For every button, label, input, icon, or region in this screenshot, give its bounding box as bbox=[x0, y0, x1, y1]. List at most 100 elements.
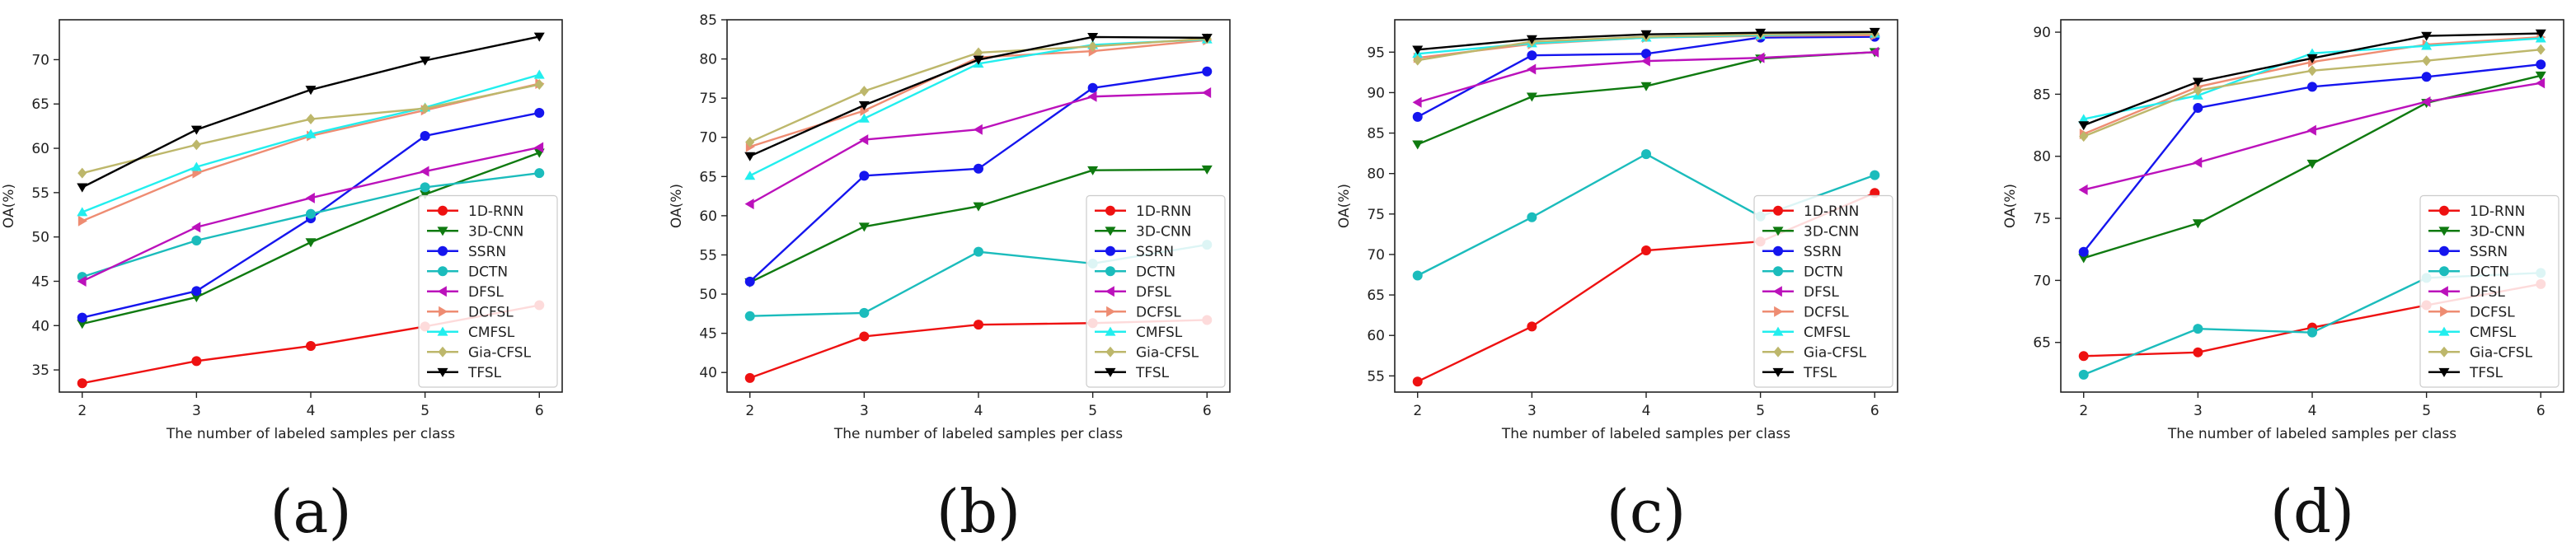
legend-marker bbox=[1105, 245, 1115, 256]
y-tick-label: 60 bbox=[1367, 328, 1385, 344]
data-point bbox=[1087, 166, 1099, 175]
y-tick-label: 55 bbox=[1367, 368, 1385, 385]
data-point bbox=[973, 124, 983, 135]
x-tick-label: 3 bbox=[860, 403, 869, 419]
data-point bbox=[1087, 91, 1097, 102]
data-point bbox=[2078, 369, 2089, 380]
x-tick-label: 3 bbox=[1527, 403, 1537, 419]
x-tick-label: 6 bbox=[2536, 403, 2546, 419]
y-tick-label: 70 bbox=[1367, 247, 1385, 264]
legend-marker bbox=[438, 245, 448, 256]
data-point bbox=[973, 55, 984, 65]
legend-item-dcfsl: DCFSL bbox=[2428, 304, 2515, 320]
legend-marker bbox=[1105, 367, 1116, 377]
legend-marker bbox=[438, 266, 448, 277]
data-point bbox=[1755, 52, 1765, 63]
data-point bbox=[1202, 66, 1213, 77]
y-axis-label: OA(%) bbox=[1336, 184, 1353, 228]
legend-marker bbox=[2438, 286, 2448, 297]
x-tick-label: 5 bbox=[2422, 403, 2431, 419]
legend-item-gia-cfsl: Gia-CFSL bbox=[1095, 344, 1199, 361]
legend-label: DFSL bbox=[1136, 284, 1171, 301]
data-point bbox=[858, 222, 870, 232]
series-tfsl bbox=[1412, 27, 1880, 55]
y-tick-label: 45 bbox=[699, 326, 717, 343]
legend-marker bbox=[437, 326, 448, 336]
x-tick-label: 2 bbox=[745, 403, 754, 419]
legend-marker bbox=[2439, 346, 2449, 357]
y-tick-label: 60 bbox=[699, 208, 717, 225]
y-tick-label: 80 bbox=[2033, 149, 2051, 166]
legend-marker bbox=[1773, 205, 1783, 216]
legend-label: 1D-RNN bbox=[1136, 203, 1191, 220]
y-tick-label: 90 bbox=[1367, 85, 1385, 101]
y-tick-label: 70 bbox=[2033, 273, 2051, 289]
y-tick-label: 85 bbox=[2033, 86, 2051, 103]
x-tick-label: 6 bbox=[535, 403, 544, 419]
data-point bbox=[190, 292, 202, 303]
legend-item-tfsl: TFSL bbox=[2428, 365, 2503, 381]
chart-panel-3: 2 3 4 5 6 55 60 65 70 75 80 85 90 95 The number of lab… bbox=[1336, 19, 1898, 546]
data-point bbox=[744, 171, 756, 180]
data-point bbox=[1527, 50, 1537, 61]
series-ssrn bbox=[744, 66, 1213, 287]
panel-label: (a) bbox=[270, 477, 351, 546]
legend-label: TFSL bbox=[2469, 365, 2503, 381]
data-point bbox=[2078, 254, 2090, 264]
data-point bbox=[2193, 324, 2203, 334]
legend-item-dcfsl: DCFSL bbox=[1762, 304, 1849, 320]
y-axis-label: OA(%) bbox=[2002, 184, 2019, 228]
y-tick-label: 95 bbox=[1367, 44, 1385, 61]
data-point bbox=[305, 192, 315, 203]
data-point bbox=[744, 276, 755, 287]
data-point bbox=[744, 311, 755, 321]
legend-label: 3D-CNN bbox=[1804, 223, 1859, 240]
data-point bbox=[191, 286, 202, 297]
data-point bbox=[2421, 31, 2433, 41]
data-point bbox=[2536, 77, 2546, 89]
legend: 1D-RNN 3D-CNN SSRN DCTN DFSL DCFSL CMFSL Gia-CF… bbox=[2419, 194, 2560, 388]
data-point bbox=[533, 69, 545, 79]
series-tfsl bbox=[744, 33, 1213, 161]
legend-item-dcfsl: DCFSL bbox=[1095, 304, 1181, 320]
legend-marker bbox=[1105, 286, 1114, 297]
data-point bbox=[420, 182, 430, 193]
series-gia-cfsl bbox=[77, 79, 544, 179]
data-point bbox=[305, 238, 317, 248]
y-tick-label: 90 bbox=[2033, 25, 2051, 41]
data-point bbox=[190, 125, 202, 135]
x-tick-label: 3 bbox=[2194, 403, 2203, 419]
data-point bbox=[2421, 72, 2432, 82]
data-point bbox=[420, 130, 430, 141]
data-point bbox=[2307, 65, 2317, 77]
legend-marker bbox=[1105, 346, 1115, 357]
data-point bbox=[1870, 170, 1880, 180]
data-point bbox=[2193, 157, 2203, 168]
x-axis-label: The number of labeled samples per class bbox=[166, 426, 455, 442]
data-point bbox=[1526, 35, 1537, 44]
y-axis-label: OA(%) bbox=[1, 184, 17, 228]
legend-label: DFSL bbox=[1804, 284, 1839, 301]
data-point bbox=[534, 168, 545, 179]
chart-panel-4: 2 3 4 5 6 65 70 75 80 85 90 The number of labeled s… bbox=[2002, 19, 2564, 546]
legend-label: 1D-RNN bbox=[468, 203, 523, 220]
x-axis-label: The number of labeled samples per class bbox=[1501, 426, 1790, 442]
data-point bbox=[2078, 121, 2090, 131]
data-point bbox=[2078, 246, 2089, 257]
data-point bbox=[77, 207, 88, 217]
legend-item-tfsl: TFSL bbox=[1762, 365, 1837, 381]
data-point bbox=[2193, 85, 2203, 96]
legend-marker bbox=[2438, 367, 2450, 377]
series-ssrn bbox=[2078, 59, 2546, 257]
y-tick-label: 60 bbox=[31, 141, 49, 157]
legend-item-ssrn: SSRN bbox=[1762, 244, 1842, 260]
data-point bbox=[858, 113, 870, 123]
data-point bbox=[973, 202, 984, 212]
data-point bbox=[420, 166, 429, 177]
y-tick-label: 85 bbox=[699, 12, 717, 29]
data-point bbox=[744, 372, 755, 383]
data-point bbox=[1201, 34, 1213, 44]
data-point bbox=[2192, 77, 2203, 87]
